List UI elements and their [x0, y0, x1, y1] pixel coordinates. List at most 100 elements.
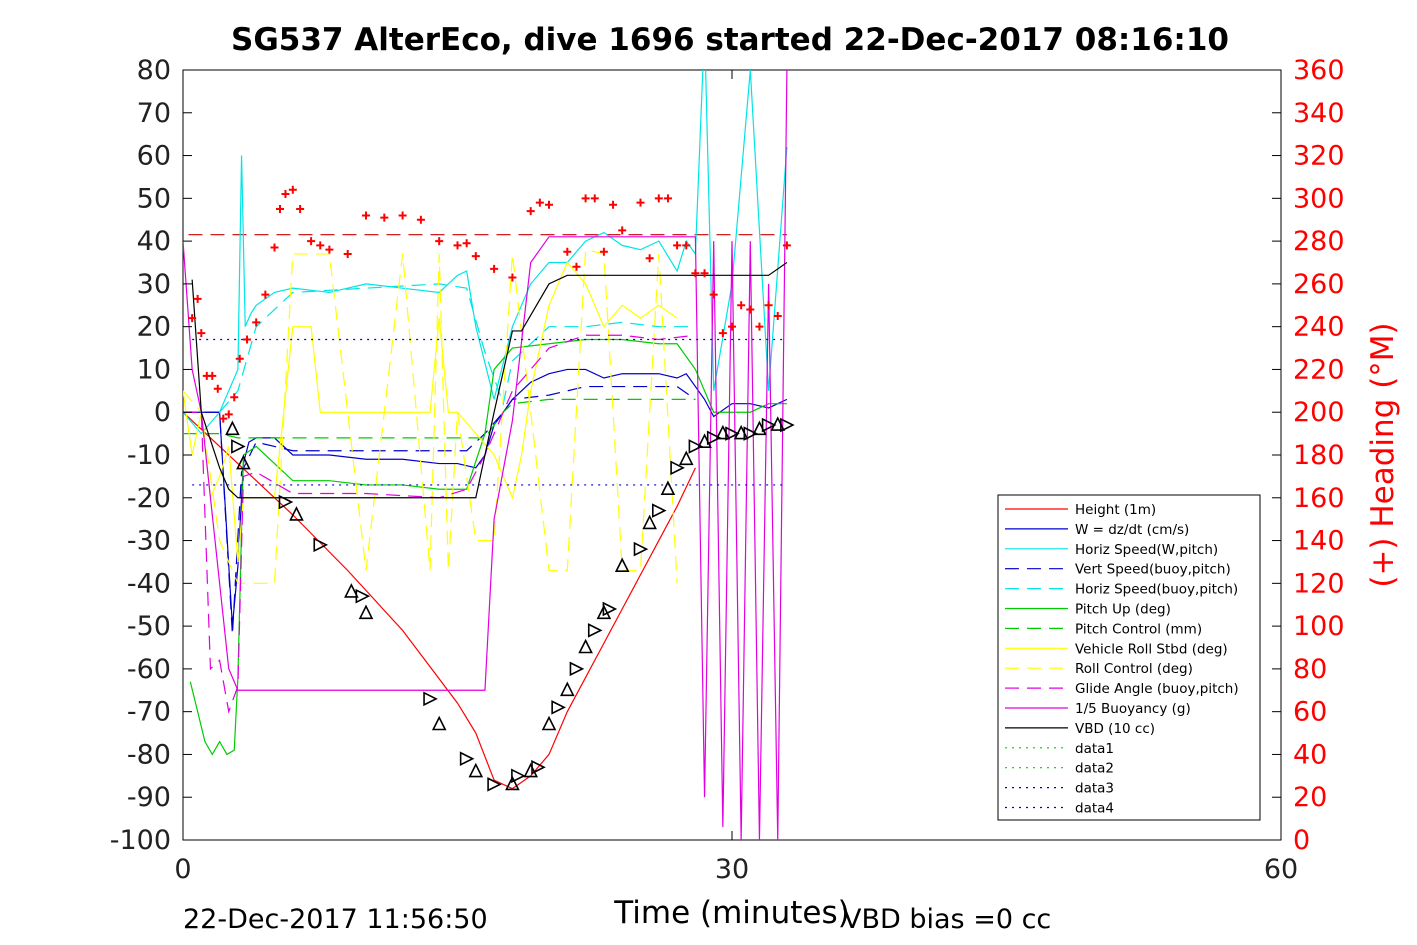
- legend: Height (1m) W = dz/dt (cm/s) Horiz Speed(W…: [997, 494, 1261, 821]
- right-tick-label: 220: [1293, 354, 1345, 385]
- left-tick-label: -90: [127, 782, 171, 813]
- left-tick-label: -80: [127, 739, 171, 770]
- heading-point: [746, 305, 755, 314]
- depth-marker: [602, 601, 618, 617]
- depth-marker: [688, 439, 704, 454]
- right-tick-label: 240: [1293, 312, 1345, 343]
- left-tick-label: 10: [137, 354, 171, 385]
- heading-point: [197, 329, 206, 338]
- right-tick-label: 120: [1293, 568, 1345, 599]
- depth-marker: [511, 768, 526, 784]
- heading-point: [275, 205, 284, 214]
- right-tick-label: 300: [1293, 183, 1345, 214]
- heading-point: [545, 200, 553, 209]
- right-tick-label: 140: [1293, 526, 1345, 557]
- heading-point: [636, 198, 645, 207]
- series-line: [183, 261, 678, 562]
- left-tick-label: -20: [127, 483, 171, 514]
- depth-marker: [569, 661, 585, 677]
- heading-point: [208, 371, 217, 380]
- depth-marker: [423, 691, 438, 707]
- heading-point: [645, 254, 654, 263]
- depth-marker: [743, 426, 759, 441]
- x-tick-label: 0: [174, 854, 191, 885]
- heading-point: [416, 215, 425, 224]
- legend-label: data1: [1075, 741, 1114, 757]
- series-line: [183, 70, 788, 840]
- right-tick-label: 260: [1293, 269, 1345, 300]
- heading-point: [213, 384, 222, 393]
- left-axis: 80 70 60 50 40 30 20 10 0 -10 -20 -30 -40 -50 -60 -70 -8…: [110, 55, 192, 856]
- legend-label: Pitch Up (deg): [1075, 602, 1171, 618]
- depth-marker: [642, 514, 657, 530]
- series-line: [183, 398, 696, 439]
- heading-point: [682, 241, 691, 250]
- series-line: [183, 334, 696, 714]
- depth-marker: [761, 417, 777, 433]
- depth-marker: [678, 450, 694, 466]
- chart-title: SG537 AlterEco, dive 1696 started 22-Dec…: [231, 22, 1229, 58]
- heading-point: [737, 301, 746, 310]
- heading-point: [535, 198, 544, 207]
- right-tick-label: 200: [1293, 397, 1345, 428]
- depth-marker: [560, 681, 575, 697]
- heading-point: [590, 194, 599, 203]
- left-tick-label: -10: [127, 440, 171, 471]
- depth-marker: [660, 480, 676, 496]
- depth-marker: [587, 623, 603, 638]
- right-tick-label: 80: [1293, 654, 1327, 685]
- depth-marker: [358, 604, 374, 620]
- heading-point: [230, 393, 239, 402]
- depth-marker: [531, 759, 546, 775]
- legend-label: data4: [1075, 801, 1114, 817]
- legend-label: data3: [1075, 781, 1114, 797]
- heading-point: [380, 213, 389, 222]
- heading-point: [773, 311, 782, 320]
- right-axis-label: (+) Heading (°M): [1365, 322, 1401, 587]
- footer-vbd-bias: VBD bias =0 cc: [843, 904, 1051, 935]
- heading-point: [261, 290, 270, 299]
- heading-point: [462, 239, 471, 248]
- heading-point: [243, 335, 252, 344]
- left-tick-label: 40: [137, 226, 171, 257]
- legend-label: Vert Speed(buoy,pitch): [1075, 562, 1231, 578]
- depth-marker: [578, 638, 593, 654]
- footer-timestamp: 22-Dec-2017 11:56:50: [183, 904, 488, 935]
- left-tick-label: -30: [127, 526, 171, 557]
- heading-point: [296, 205, 305, 214]
- legend-label: Height (1m): [1075, 502, 1156, 518]
- depth-marker: [231, 439, 246, 454]
- depth-marker: [344, 583, 359, 598]
- depth-marker: [236, 454, 251, 470]
- left-tick-label: 30: [137, 269, 171, 300]
- left-tick-label: 50: [137, 183, 171, 214]
- heading-point: [673, 241, 682, 250]
- legend-label: VBD (10 cc): [1075, 721, 1155, 737]
- x-axis-label: Time (minutes): [613, 895, 849, 931]
- heading-point: [281, 190, 290, 199]
- depth-marker: [633, 541, 649, 557]
- heading-point: [764, 301, 773, 310]
- right-tick-label: 40: [1293, 739, 1327, 770]
- heading-point: [618, 226, 627, 235]
- left-tick-label: 60: [137, 141, 171, 172]
- series-line: [183, 248, 678, 584]
- left-tick-label: 70: [137, 98, 171, 129]
- heading-point: [219, 414, 228, 423]
- heading-point: [362, 211, 370, 220]
- heading-point: [453, 241, 462, 250]
- depth-marker: [706, 430, 722, 446]
- heading-point: [728, 322, 736, 331]
- series-layer: [183, 70, 795, 840]
- series-line: [219, 283, 696, 413]
- heading-point: [663, 194, 672, 203]
- depth-marker: [225, 420, 240, 436]
- heading-point: [755, 322, 764, 331]
- right-tick-label: 60: [1293, 697, 1327, 728]
- legend-label: data2: [1075, 761, 1114, 777]
- left-tick-label: -70: [127, 697, 171, 728]
- heading-point: [654, 194, 663, 203]
- legend-label: Pitch Control (mm): [1075, 621, 1202, 637]
- left-tick-label: 80: [137, 55, 171, 86]
- depth-marker: [670, 460, 685, 476]
